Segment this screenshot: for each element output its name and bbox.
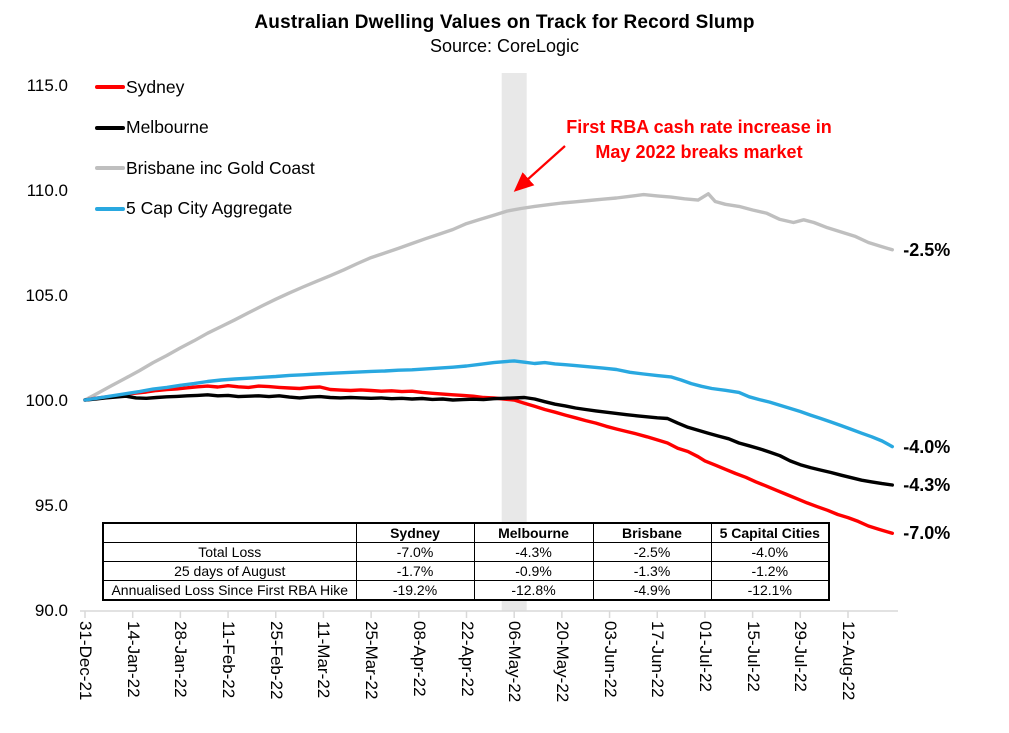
table-value-cell: -1.7% <box>355 561 475 581</box>
table-row: 25 days of August -1.7% -0.9% -1.3% -1.2% <box>102 561 830 581</box>
end-label-brisbane-inc-gold-coast: -2.5% <box>903 239 951 260</box>
x-tick-label-text: 25-Feb-22 <box>266 621 286 700</box>
table-header-cell: Melbourne <box>473 522 594 543</box>
legend-label: Brisbane inc Gold Coast <box>126 157 315 178</box>
table-value-cell: -12.8% <box>473 580 594 601</box>
y-tick-label: 100.0 <box>25 391 68 410</box>
table-value-cell: -4.0% <box>710 542 830 562</box>
series-line-melbourne <box>83 393 894 487</box>
table-row: Total Loss -7.0% -4.3% -2.5% -4.0% <box>102 542 830 562</box>
annotation-line-1: First RBA cash rate increase in <box>566 117 832 137</box>
legend-item-sydney: Sydney <box>95 76 315 97</box>
legend-label: Melbourne <box>126 117 209 137</box>
legend-item-5-cap-city-aggregate: 5 Cap City Aggregate <box>95 198 315 218</box>
y-tick-label: 105.0 <box>25 286 68 305</box>
x-tick-label-text: 12-Aug-22 <box>839 621 858 701</box>
table-header-cell <box>102 522 357 543</box>
legend-line-swatch <box>95 85 125 89</box>
chart-subtitle: Source: CoreLogic <box>429 36 580 56</box>
table-value-cell: -19.2% <box>355 580 475 601</box>
legend-label: Sydney <box>126 76 185 97</box>
y-tick-label: 90.0 <box>34 601 68 620</box>
y-tick-label: 115.0 <box>26 76 68 95</box>
legend-item-brisbane-inc-gold-coast: Brisbane inc Gold Coast <box>95 157 315 178</box>
x-tick-label-text: 08-Apr-22 <box>409 621 429 697</box>
table-row-label: Total Loss <box>102 542 357 562</box>
annotation-text: First RBA cash rate increase in May 2022… <box>538 115 860 165</box>
series-line-sydney <box>83 384 894 535</box>
table-row-label: 25 days of August <box>102 561 357 581</box>
table-header-cell: 5 Capital Cities <box>710 522 830 543</box>
x-tick-label-text: 01-Jul-22 <box>695 621 715 692</box>
x-tick-label-text: 20-May-22 <box>552 621 572 703</box>
annotation-line-2: May 2022 breaks market <box>595 142 803 162</box>
legend-label: 5 Cap City Aggregate <box>126 198 293 218</box>
x-tick-label-text: 03-Jun-22 <box>600 621 620 698</box>
x-tick-label-text: 11-Mar-22 <box>314 621 334 699</box>
table-value-cell: -7.0% <box>355 542 475 562</box>
x-tick-label-text: 15-Jul-22 <box>743 621 763 692</box>
table-value-cell: -4.9% <box>592 580 712 601</box>
legend-item-melbourne: Melbourne <box>95 117 315 137</box>
legend-line-swatch <box>95 125 125 130</box>
table-row: Annualised Loss Since First RBA Hike -19.… <box>102 580 830 601</box>
x-tick-label-text: 11-Feb-22 <box>219 621 239 699</box>
table-value-cell: -0.9% <box>473 561 594 581</box>
end-label-melbourne: -4.3% <box>903 475 951 496</box>
table-row-label: Annualised Loss Since First RBA Hike <box>102 580 357 601</box>
x-tick-label-text: 25-Mar-22 <box>362 621 382 700</box>
table-value-cell: -4.3% <box>473 542 594 562</box>
annotation-arrow <box>513 145 566 192</box>
chart-legend: Sydney Melbourne Brisbane inc Gold Coast 5 … <box>95 76 315 240</box>
x-tick-label-text: 29-Jul-22 <box>791 621 811 692</box>
end-label-5-cap-city-aggregate: -4.0% <box>903 436 951 457</box>
series-line-brisbane-inc-gold-coast <box>83 192 894 402</box>
end-label-sydney: -7.0% <box>903 523 951 544</box>
table-value-cell: -1.2% <box>710 561 830 581</box>
x-tick-label-text: 31-Dec-21 <box>76 621 95 701</box>
legend-line-swatch <box>95 166 125 170</box>
x-tick-label-text: 14-Jan-22 <box>123 621 143 698</box>
table-header-cell: Sydney <box>355 522 475 543</box>
legend-line-swatch <box>95 206 125 211</box>
chart-title: Australian Dwelling Values on Track for … <box>254 12 755 33</box>
table-value-cell: -12.1% <box>710 580 830 601</box>
table-header-row: Sydney Melbourne Brisbane 5 Capital Cities <box>102 522 830 543</box>
series-line-5-cap-city-aggregate <box>83 359 894 449</box>
table-value-cell: -1.3% <box>592 561 712 581</box>
table-header-cell: Brisbane <box>592 522 712 543</box>
x-tick-label-text: 28-Jan-22 <box>171 621 191 698</box>
y-tick-label: 95.0 <box>34 496 68 515</box>
x-tick-label-text: 17-Jun-22 <box>648 621 668 698</box>
x-tick-label-text: 06-May-22 <box>505 621 525 703</box>
x-tick-label-text: 22-Apr-22 <box>457 621 477 697</box>
rate-hike-highlight-band <box>501 73 527 611</box>
table-value-cell: -2.5% <box>592 542 712 562</box>
loss-summary-table: Sydney Melbourne Brisbane 5 Capital Cities T… <box>102 522 830 601</box>
y-tick-label: 110.0 <box>26 181 68 200</box>
